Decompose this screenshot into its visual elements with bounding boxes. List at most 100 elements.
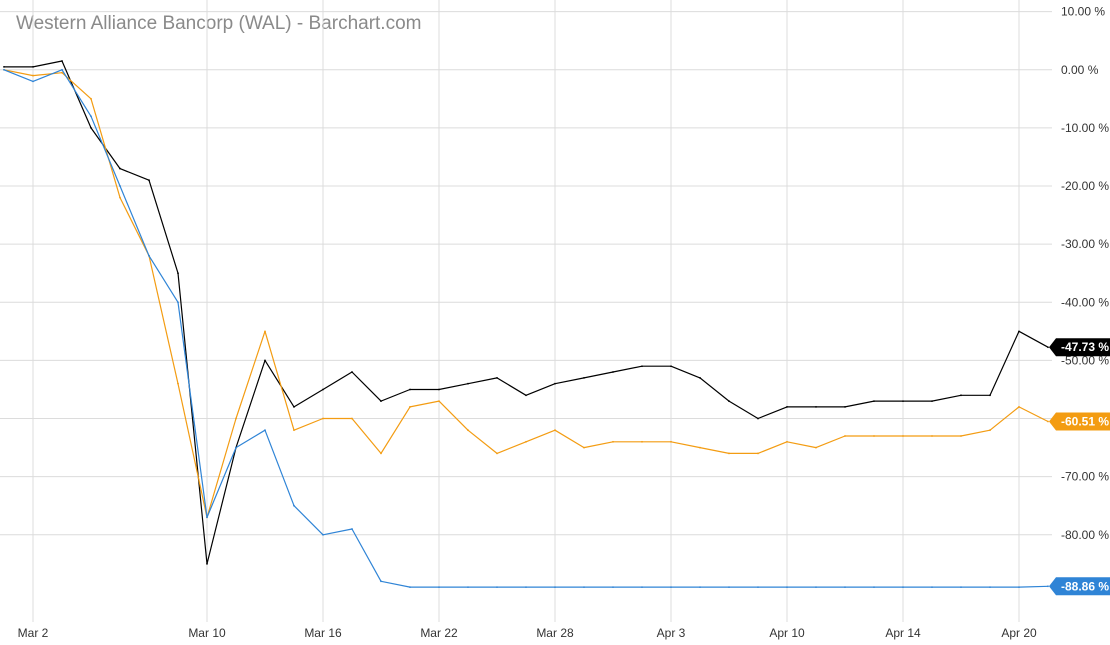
x-axis-tick-labels: Mar 2 Mar 10 Mar 16 Mar 22 Mar 28 Apr 3 Apr 10… [18, 626, 1037, 640]
series-0-point-1 [32, 65, 34, 68]
series-1-point-16 [467, 429, 469, 432]
series-2-point-34 [989, 586, 991, 589]
series-2-point-0 [3, 68, 5, 71]
y-tick-label-1: 0.00 % [1061, 63, 1099, 77]
series-2-point-31 [902, 586, 904, 589]
series-0-point-2 [61, 60, 63, 62]
series-2-point-33 [960, 586, 962, 589]
series-0-point-25 [728, 400, 730, 403]
series-2-point-30 [873, 586, 875, 589]
series-0-point-20 [583, 376, 585, 379]
end-value-badge-shape-0 [1049, 338, 1110, 357]
x-tick-label-mar-2: Mar 2 [18, 626, 49, 640]
series-0-point-30 [873, 400, 875, 403]
series-1-point-17 [496, 452, 498, 455]
series-0-point-23 [670, 365, 672, 368]
series-2-point-8 [235, 446, 237, 449]
y-tick-label-5: -40.00 % [1061, 295, 1109, 309]
series-1-point-8 [235, 417, 237, 420]
end-value-badge-shape-2 [1049, 577, 1110, 596]
series-2-point-23 [670, 586, 672, 589]
series-0-point-4 [119, 167, 121, 170]
series-0-point-16 [467, 382, 469, 385]
series-1-point-4 [119, 196, 121, 199]
x-tick-label-apr-20: Apr 20 [1001, 626, 1037, 640]
series-1-point-1 [32, 74, 34, 77]
series-2-point-11 [322, 533, 324, 536]
series-0-point-6 [177, 272, 179, 275]
series-0-point-3 [90, 126, 92, 129]
series-1-point-29 [844, 435, 846, 437]
x-tick-label-mar-16: Mar 16 [304, 626, 342, 640]
x-tick-label-apr-10: Apr 10 [769, 626, 805, 640]
end-value-badge-1: -60.51 % [1049, 412, 1110, 431]
x-tick-label-apr-3: Apr 3 [657, 626, 686, 640]
series-2-point-13 [380, 580, 382, 583]
series-2-point-25 [728, 586, 730, 589]
end-value-label-1: -60.51 % [1061, 415, 1109, 429]
series-2-point-1 [32, 80, 34, 83]
x-tick-label-mar-22: Mar 22 [420, 626, 458, 640]
grid [0, 0, 1052, 622]
series-1-point-11 [322, 417, 324, 420]
series-1-point-27 [786, 440, 788, 443]
series-0-point-22 [641, 365, 643, 368]
y-tick-label-6: -50.00 % [1061, 353, 1109, 367]
end-value-badge-2: -88.86 % [1049, 577, 1110, 596]
series-1-point-14 [409, 406, 411, 408]
y-tick-label-3: -20.00 % [1061, 179, 1109, 193]
series-2-point-3 [90, 115, 92, 118]
series-2-point-15 [438, 586, 440, 589]
series-0-point-19 [554, 382, 556, 385]
series-0-point-11 [322, 388, 324, 391]
series-0-point-10 [293, 406, 295, 408]
series-1-point-20 [583, 446, 585, 449]
series-2-point-22 [641, 586, 643, 589]
series-2-point-4 [119, 185, 121, 187]
series-2-point-14 [409, 586, 411, 589]
series-line-0 [4, 60, 1049, 565]
series-0-point-28 [815, 406, 817, 408]
series-2-point-24 [699, 586, 701, 589]
series-0-point-15 [438, 388, 440, 391]
series-2-point-35 [1018, 586, 1020, 589]
series-0-point-0 [3, 65, 5, 68]
series-1-point-22 [641, 440, 643, 443]
series-1-point-13 [380, 452, 382, 455]
series-2-point-20 [583, 586, 585, 589]
series-1-point-32 [931, 435, 933, 437]
series-1-point-2 [61, 71, 63, 74]
series-1-point-19 [554, 429, 556, 432]
series-0-point-14 [409, 388, 411, 391]
series-lines [3, 60, 1049, 589]
series-1-point-36 [1047, 420, 1049, 423]
series-2-point-36 [1047, 585, 1049, 588]
series-2-point-9 [264, 429, 266, 432]
series-0-point-24 [699, 376, 701, 379]
series-0-point-17 [496, 376, 498, 379]
series-0-point-32 [931, 400, 933, 403]
end-value-label-0: -47.73 % [1061, 340, 1109, 354]
series-2-point-16 [467, 586, 469, 589]
series-0-point-34 [989, 394, 991, 397]
series-0-point-18 [525, 394, 527, 397]
end-value-badges: -47.73 % -60.51 % -88.86 % [1049, 338, 1110, 596]
series-2-point-17 [496, 586, 498, 589]
chart-title: Western Alliance Bancorp (WAL) - Barchar… [16, 13, 421, 34]
series-0-point-9 [264, 359, 266, 362]
series-2-point-28 [815, 586, 817, 589]
series-1-point-23 [670, 440, 672, 443]
series-2-point-32 [931, 586, 933, 589]
series-2-point-5 [148, 254, 150, 257]
y-tick-label-4: -30.00 % [1061, 237, 1109, 251]
series-1-point-3 [90, 97, 92, 100]
x-tick-label-mar-28: Mar 28 [536, 626, 574, 640]
series-1-point-15 [438, 400, 440, 403]
series-1-point-12 [351, 417, 353, 420]
series-0-point-35 [1018, 330, 1020, 333]
series-0-point-13 [380, 400, 382, 403]
x-tick-label-apr-14: Apr 14 [885, 626, 921, 640]
series-0-point-26 [757, 417, 759, 420]
series-2-point-12 [351, 528, 353, 530]
